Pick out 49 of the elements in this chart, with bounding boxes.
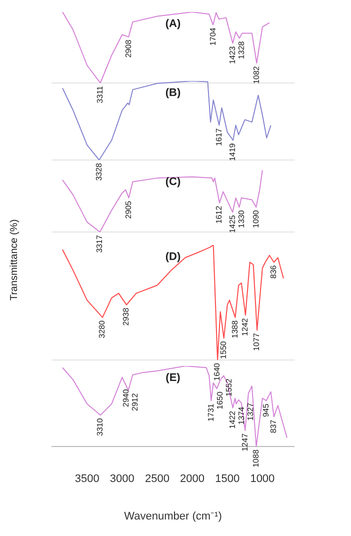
text: (B) [165, 87, 181, 100]
text: (D) [165, 251, 181, 264]
annotation: 945 [261, 403, 270, 418]
annotation: 1425 [228, 214, 237, 233]
annotation: 836 [269, 264, 278, 279]
x-tick-label: 2000 [180, 473, 205, 486]
text: (C) [165, 176, 181, 188]
annotation: 1612 [214, 205, 224, 224]
x-tick-label: 2500 [144, 473, 170, 486]
annotation: 1423 [228, 46, 237, 64]
y-axis-title: Transmittance (%) [8, 219, 20, 301]
annotation: 1374 [237, 406, 246, 425]
annotation: 1242 [240, 318, 250, 336]
annotation: 1247 [240, 432, 250, 452]
annotation: 1704 [208, 27, 218, 46]
x-tick-label: 1000 [250, 473, 275, 486]
annotation: 1090 [251, 210, 260, 228]
annotation: 3280 [98, 320, 107, 338]
annotation: 1550 [219, 340, 228, 359]
annotation: 2938 [122, 307, 131, 326]
annotation: 1327 [246, 402, 256, 421]
annotation: 1552 [224, 378, 234, 396]
x-tick-label: 1500 [215, 473, 240, 486]
annotation: 3328 [94, 162, 104, 181]
text: (A) [165, 18, 181, 30]
text: (E) [166, 372, 181, 384]
annotation: 2940 [122, 388, 131, 407]
annotation: 1640 [212, 362, 222, 381]
x-tick-label: 3000 [110, 473, 134, 486]
annotation: 2908 [124, 39, 133, 58]
annotation: 2912 [130, 392, 140, 411]
x-axis-title: Wavenumber (cm⁻¹) [124, 510, 222, 522]
annotation: 1388 [230, 320, 240, 338]
annotation: 1731 [206, 403, 216, 422]
annotation: 1328 [236, 40, 246, 60]
annotation: 1082 [252, 66, 261, 84]
annotation: 3311 [96, 85, 105, 104]
annotation: 1650 [215, 391, 224, 410]
annotation: 1617 [214, 128, 224, 146]
annotation: 3317 [95, 234, 104, 253]
annotation: 1330 [236, 210, 246, 228]
x-tick-label: 3500 [74, 473, 100, 486]
annotation: 1422 [228, 410, 238, 429]
annotation: 1419 [228, 142, 238, 162]
annotation: 2905 [124, 200, 134, 219]
annotation: 3310 [96, 418, 105, 436]
annotation: 1077 [252, 332, 262, 351]
annotation: 837 [269, 419, 278, 434]
annotation: 1088 [251, 449, 260, 468]
